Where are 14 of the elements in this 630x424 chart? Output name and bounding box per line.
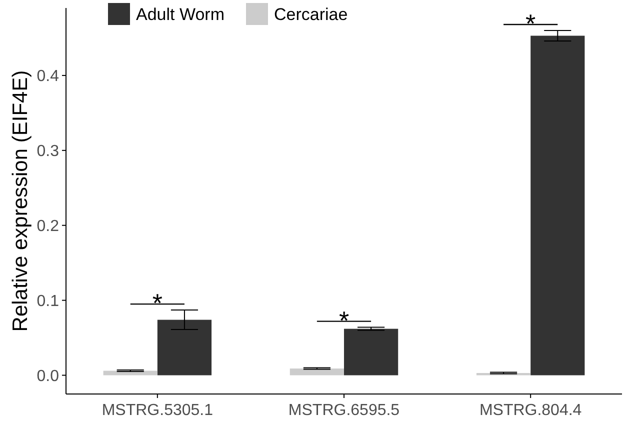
y-tick-label: 0.2 [36, 218, 60, 235]
annotation: * [338, 305, 350, 336]
annotation: * [526, 8, 536, 38]
y-tick-label: 0.1 [36, 292, 60, 310]
legend-label: Adult Worm [136, 4, 224, 24]
y-tick-label: 0.4 [36, 68, 60, 86]
y-axis-title: Relative expression (EIF4E) [9, 70, 32, 332]
x-tick-label: MSTRG.804.4 [479, 402, 582, 419]
y-tick-label: 0.0 [36, 368, 60, 385]
annotation: * [152, 288, 162, 318]
y-tick-label: 0.3 [36, 143, 60, 160]
x-tick-label: MSTRG.5305.1 [102, 402, 214, 419]
legend-label: Cercariae [274, 4, 348, 24]
x-tick-label: MSTRG.6595.5 [288, 402, 400, 419]
